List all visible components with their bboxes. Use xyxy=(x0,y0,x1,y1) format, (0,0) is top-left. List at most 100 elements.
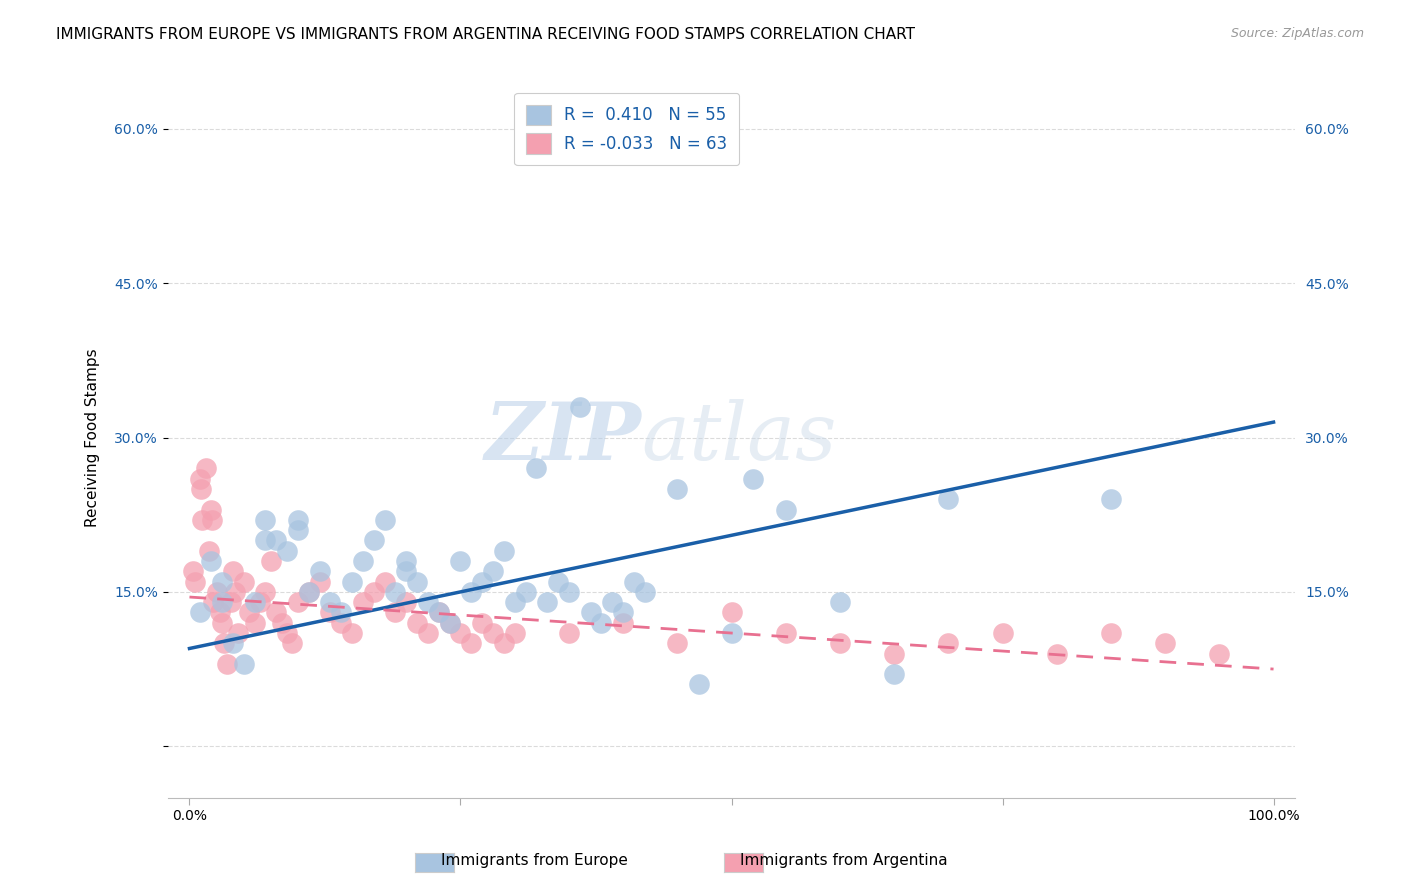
Point xyxy=(883,647,905,661)
Point xyxy=(503,595,526,609)
Point xyxy=(416,595,439,609)
Point xyxy=(416,626,439,640)
Point xyxy=(202,595,225,609)
Point xyxy=(579,606,602,620)
Point xyxy=(384,585,406,599)
Point xyxy=(224,585,246,599)
Point xyxy=(281,636,304,650)
Point xyxy=(243,615,266,630)
Text: atlas: atlas xyxy=(641,399,837,476)
Point xyxy=(395,564,418,578)
Point xyxy=(249,595,271,609)
Point xyxy=(374,574,396,589)
Point xyxy=(482,626,505,640)
Point xyxy=(200,502,222,516)
Point xyxy=(200,554,222,568)
Point xyxy=(688,677,710,691)
Point xyxy=(492,636,515,650)
Point xyxy=(1154,636,1177,650)
Point xyxy=(828,595,851,609)
Point xyxy=(238,606,260,620)
Point xyxy=(450,626,472,640)
Point xyxy=(374,513,396,527)
Point xyxy=(524,461,547,475)
Point xyxy=(384,606,406,620)
Point xyxy=(492,543,515,558)
Point xyxy=(600,595,623,609)
Y-axis label: Receiving Food Stamps: Receiving Food Stamps xyxy=(86,348,100,527)
Point xyxy=(211,574,233,589)
Point xyxy=(991,626,1014,640)
Point xyxy=(298,585,321,599)
Point xyxy=(319,606,342,620)
Point xyxy=(232,657,254,671)
Point xyxy=(503,626,526,640)
Point xyxy=(340,626,363,640)
Point xyxy=(742,472,765,486)
Text: Immigrants from Argentina: Immigrants from Argentina xyxy=(740,854,948,868)
Point xyxy=(439,615,461,630)
Point xyxy=(181,564,204,578)
Point xyxy=(287,595,309,609)
Text: IMMIGRANTS FROM EUROPE VS IMMIGRANTS FROM ARGENTINA RECEIVING FOOD STAMPS CORREL: IMMIGRANTS FROM EUROPE VS IMMIGRANTS FRO… xyxy=(56,27,915,42)
Point xyxy=(1046,647,1069,661)
Point xyxy=(217,657,239,671)
Point xyxy=(558,626,581,640)
Point xyxy=(471,574,494,589)
Point xyxy=(260,554,283,568)
Text: Immigrants from Europe: Immigrants from Europe xyxy=(441,854,627,868)
Point xyxy=(460,585,482,599)
Point xyxy=(352,554,374,568)
Point xyxy=(340,574,363,589)
Point xyxy=(363,533,385,548)
Point xyxy=(194,461,217,475)
Point xyxy=(308,574,330,589)
Point xyxy=(828,636,851,650)
Text: Source: ZipAtlas.com: Source: ZipAtlas.com xyxy=(1230,27,1364,40)
Point xyxy=(460,636,482,650)
Point xyxy=(775,502,797,516)
Point xyxy=(298,585,321,599)
Point xyxy=(211,595,233,609)
Point xyxy=(471,615,494,630)
Point xyxy=(936,636,959,650)
Point xyxy=(254,585,277,599)
Point xyxy=(1099,492,1122,507)
Point xyxy=(264,533,287,548)
Point xyxy=(406,615,429,630)
Point xyxy=(720,606,742,620)
Point xyxy=(330,615,353,630)
Point xyxy=(226,626,249,640)
Point xyxy=(330,606,353,620)
Point xyxy=(612,606,634,620)
Point xyxy=(243,595,266,609)
Point xyxy=(395,554,418,568)
Point xyxy=(254,533,277,548)
Point xyxy=(190,482,212,496)
Point xyxy=(212,636,235,650)
Point xyxy=(188,606,211,620)
Point xyxy=(211,615,233,630)
Text: ZIP: ZIP xyxy=(485,399,641,476)
Point xyxy=(439,615,461,630)
Point xyxy=(634,585,657,599)
Point xyxy=(427,606,450,620)
Point xyxy=(775,626,797,640)
Point xyxy=(1099,626,1122,640)
Point xyxy=(287,513,309,527)
Point xyxy=(308,564,330,578)
Point xyxy=(276,626,298,640)
Point xyxy=(363,585,385,599)
Point xyxy=(205,585,228,599)
Point xyxy=(222,636,245,650)
Point xyxy=(201,513,224,527)
Point xyxy=(254,513,277,527)
Point xyxy=(666,636,689,650)
Point xyxy=(270,615,292,630)
Point xyxy=(184,574,207,589)
Point xyxy=(558,585,581,599)
Point xyxy=(623,574,645,589)
Point xyxy=(319,595,342,609)
Point xyxy=(482,564,505,578)
Point xyxy=(450,554,472,568)
